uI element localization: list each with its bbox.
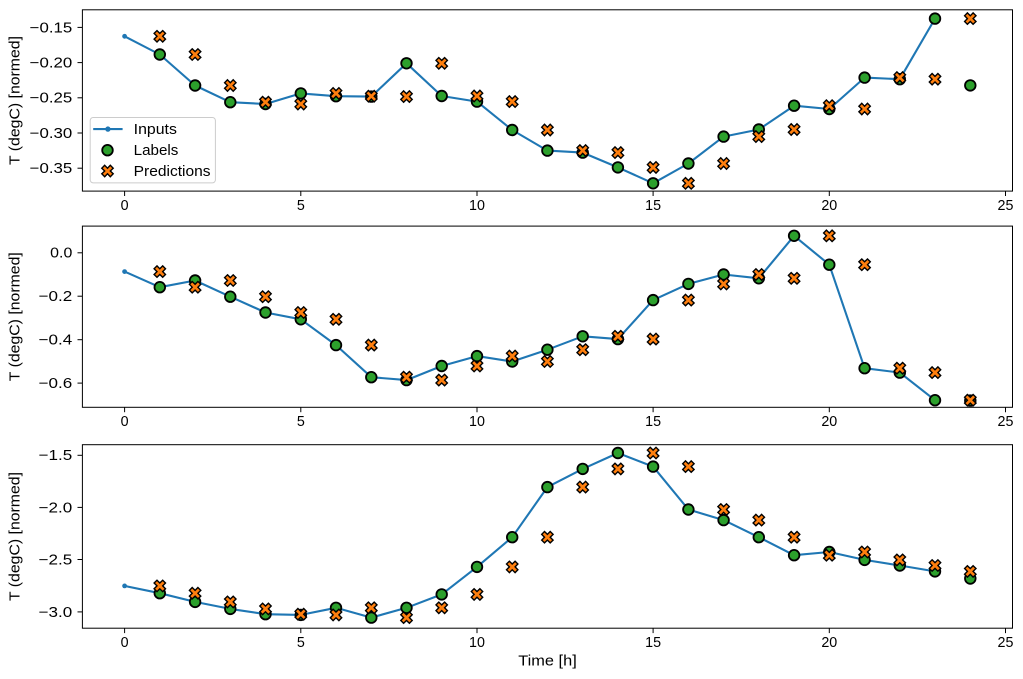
svg-text:10: 10: [469, 635, 485, 651]
svg-text:5: 5: [297, 198, 305, 214]
svg-text:−0.6: −0.6: [39, 376, 73, 392]
svg-text:−3.0: −3.0: [39, 605, 73, 621]
svg-text:−0.25: −0.25: [30, 91, 73, 107]
svg-text:−0.15: −0.15: [30, 20, 73, 36]
svg-text:15: 15: [645, 635, 661, 651]
svg-text:25: 25: [998, 198, 1014, 214]
svg-text:5: 5: [297, 635, 305, 651]
svg-text:15: 15: [645, 198, 661, 214]
svg-text:20: 20: [821, 198, 837, 214]
svg-text:25: 25: [998, 414, 1014, 430]
svg-text:0: 0: [121, 414, 129, 430]
svg-text:T (degC) [normed]: T (degC) [normed]: [8, 36, 24, 165]
svg-text:0.0: 0.0: [50, 246, 72, 262]
svg-text:25: 25: [998, 635, 1014, 651]
svg-text:Time [h]: Time [h]: [518, 653, 577, 669]
svg-text:−2.0: −2.0: [39, 500, 73, 516]
svg-text:Predictions: Predictions: [134, 164, 211, 180]
svg-text:−1.5: −1.5: [39, 448, 73, 464]
svg-text:−2.5: −2.5: [39, 552, 73, 568]
svg-text:0: 0: [121, 635, 129, 651]
svg-text:−0.2: −0.2: [39, 289, 73, 305]
svg-text:0: 0: [121, 198, 129, 214]
svg-text:Inputs: Inputs: [134, 122, 177, 138]
svg-text:−0.20: −0.20: [30, 56, 73, 72]
svg-text:−0.30: −0.30: [30, 126, 73, 142]
svg-text:T (degC) [normed]: T (degC) [normed]: [8, 472, 24, 601]
svg-text:T (degC) [normed]: T (degC) [normed]: [8, 252, 24, 381]
svg-text:−0.4: −0.4: [39, 333, 73, 349]
svg-text:5: 5: [297, 414, 305, 430]
svg-text:15: 15: [645, 414, 661, 430]
svg-text:20: 20: [821, 635, 837, 651]
svg-text:−0.35: −0.35: [30, 161, 73, 177]
svg-text:20: 20: [821, 414, 837, 430]
svg-text:10: 10: [469, 414, 485, 430]
svg-text:10: 10: [469, 198, 485, 214]
svg-text:Labels: Labels: [134, 143, 179, 159]
